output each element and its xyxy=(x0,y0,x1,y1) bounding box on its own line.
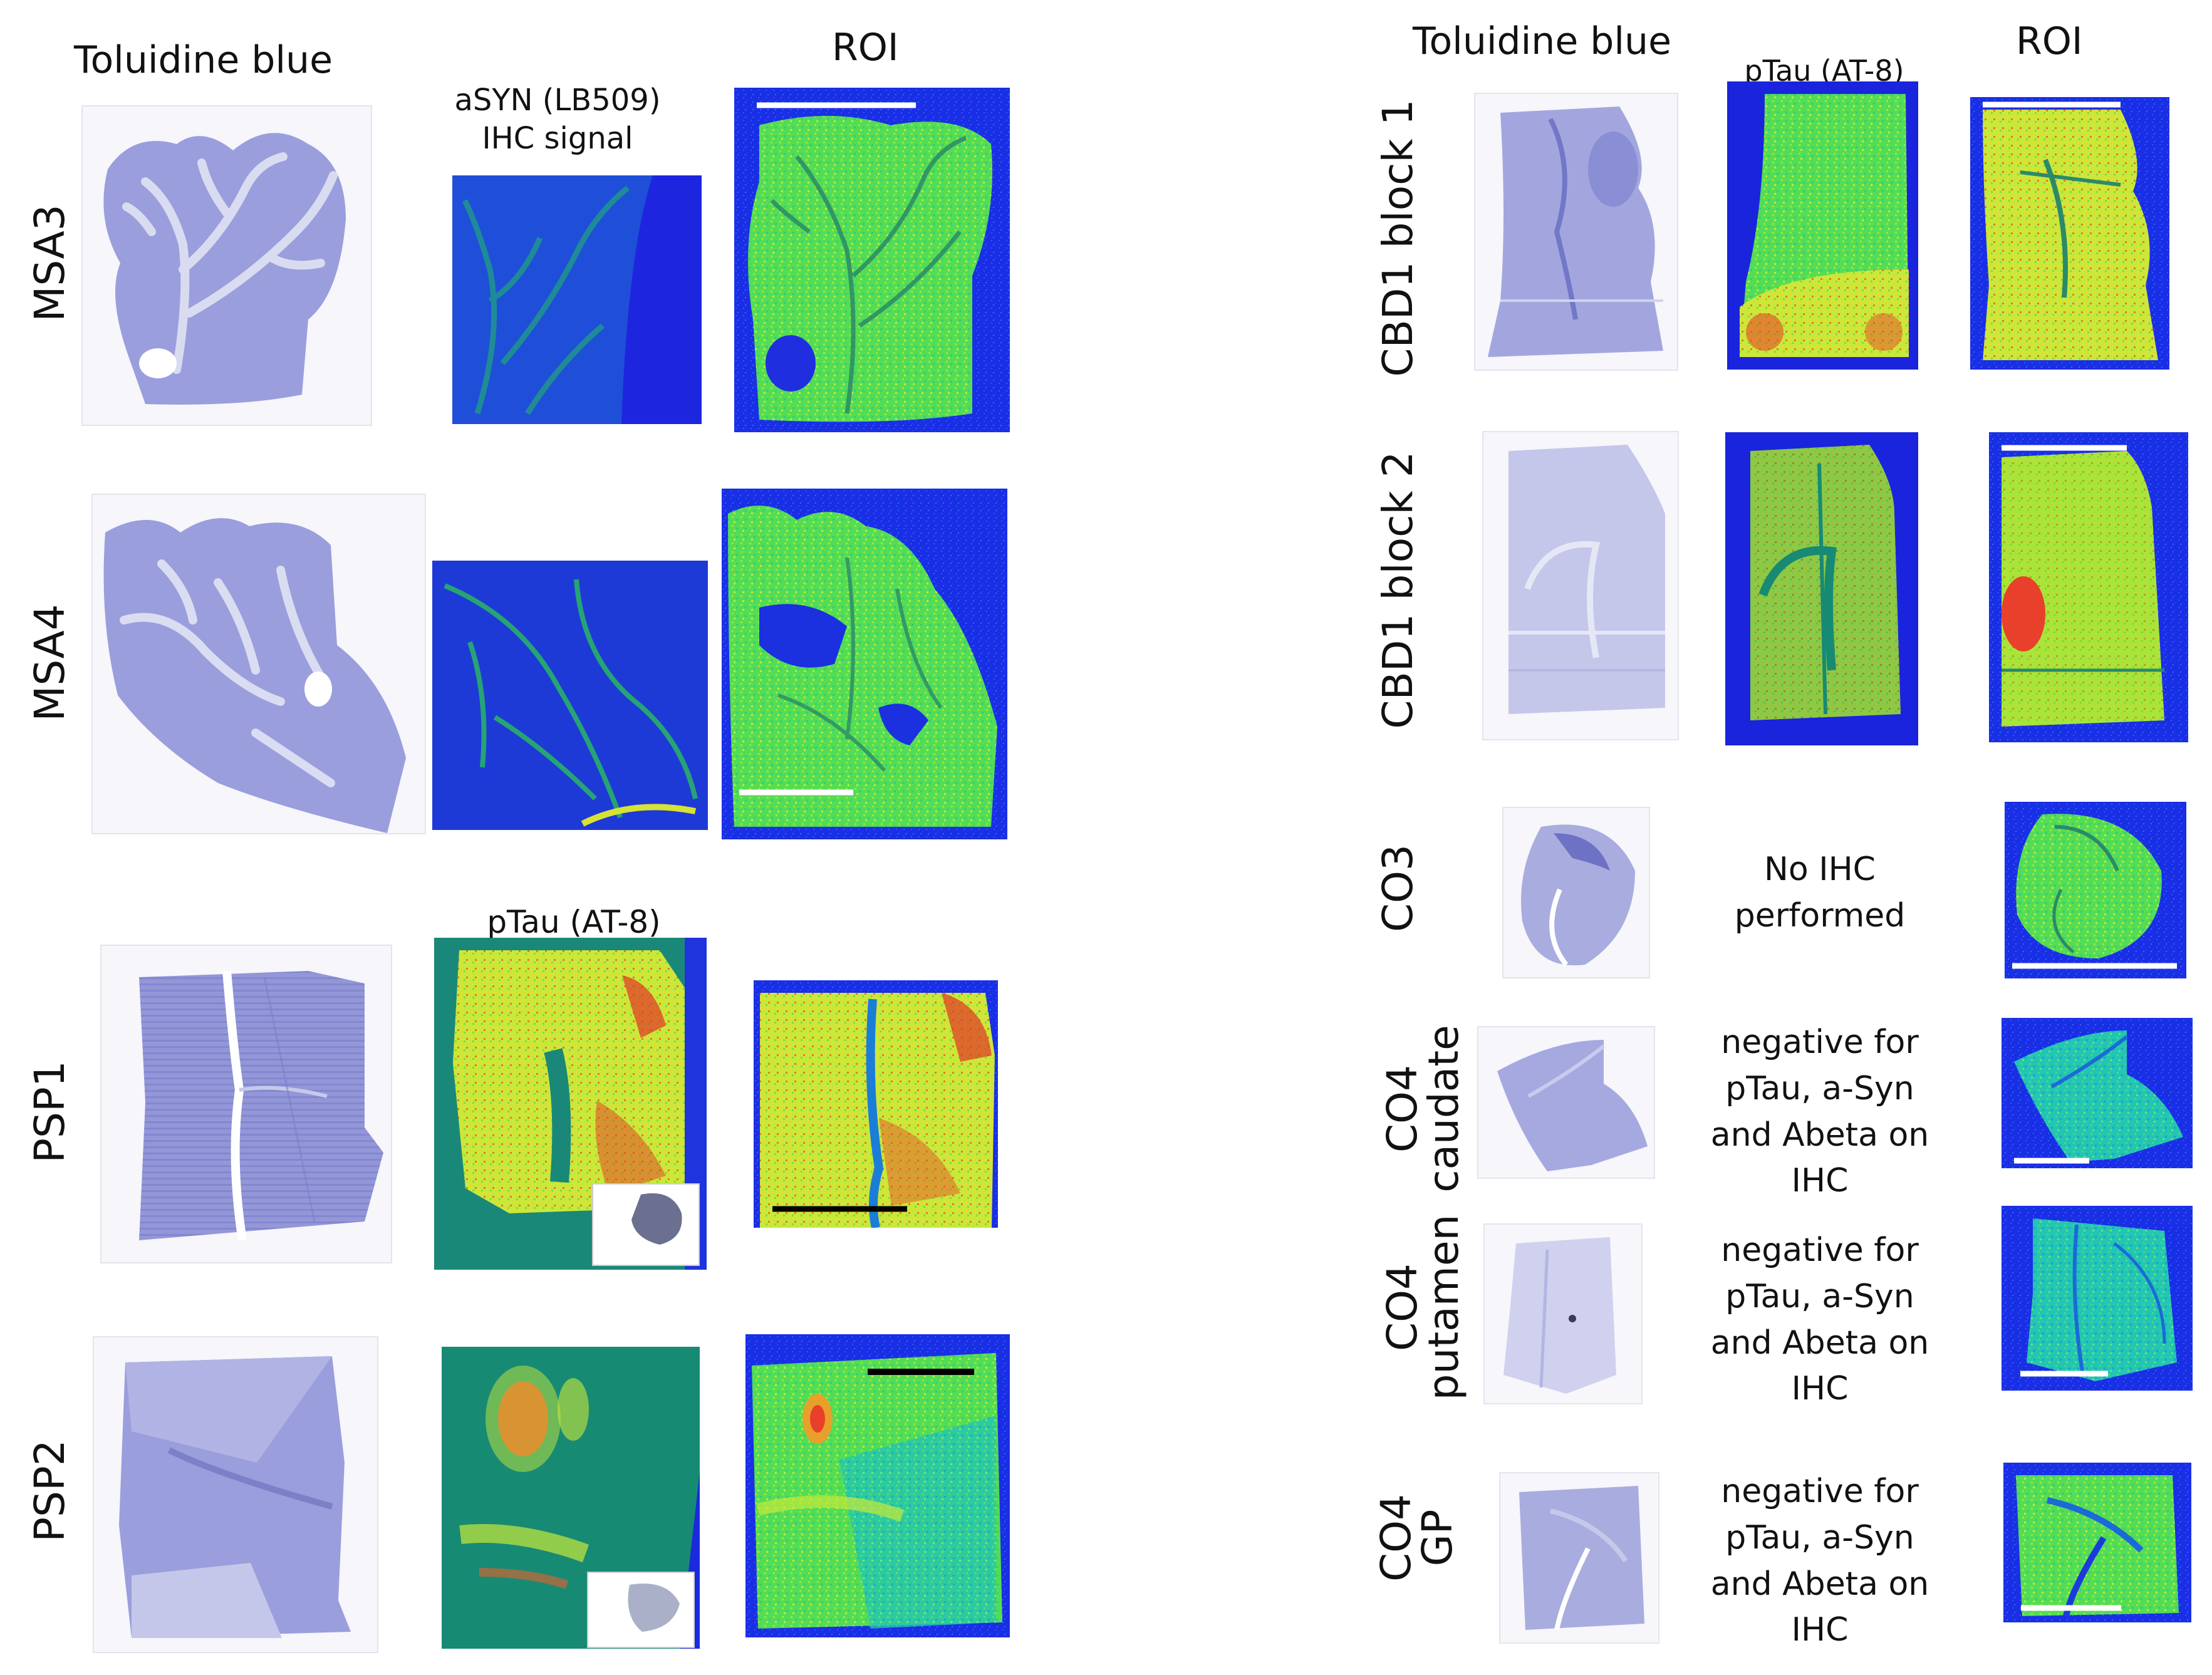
row-label-co3: CO3 xyxy=(1374,844,1422,933)
msa4-toluidine-image xyxy=(93,495,425,833)
left-header-toluidine-blue: Toluidine blue xyxy=(74,38,333,82)
left-header-roi: ROI xyxy=(832,26,899,70)
right-header-roi: ROI xyxy=(2016,19,2083,63)
msa3-roi-heatmap xyxy=(734,88,1010,432)
cbd1-block1-roi-heatmap xyxy=(1970,97,2169,370)
row-label-psp1: PSP1 xyxy=(26,1060,74,1163)
row-label-msa3: MSA3 xyxy=(26,204,74,322)
co4-putamen-toluidine-image xyxy=(1485,1225,1641,1403)
co4-caudate-toluidine-image xyxy=(1478,1027,1654,1178)
msa4-roi-heatmap xyxy=(722,489,1007,839)
psp1-ptau-heatmap xyxy=(434,938,707,1270)
psp2-ptau-heatmap xyxy=(442,1347,700,1649)
row-label-psp2: PSP2 xyxy=(26,1439,74,1542)
co4-gp-note: negative for pTau, a-Syn and Abeta on IH… xyxy=(1710,1473,1929,1649)
row-label-msa4: MSA4 xyxy=(26,604,74,722)
co4-putamen-note: negative for pTau, a-Syn and Abeta on IH… xyxy=(1710,1232,1929,1408)
row-label-co4-putamen: CO4 putamen xyxy=(1378,1214,1468,1401)
psp2-toluidine-image xyxy=(94,1337,377,1652)
cbd1-block2-ptau-heatmap xyxy=(1725,432,1918,745)
row-label-cbd1-block1: CBD1 block 1 xyxy=(1374,99,1422,377)
co4-gp-roi-heatmap xyxy=(2003,1463,2191,1622)
psp2-roi-heatmap xyxy=(745,1334,1010,1637)
cbd1-block1-toluidine-image xyxy=(1475,94,1677,370)
row-label-cbd1-block2: CBD1 block 2 xyxy=(1374,451,1422,729)
row-label-co4-caudate: CO4 caudate xyxy=(1378,1025,1468,1193)
psp1-roi-heatmap xyxy=(754,980,998,1228)
psp1-toluidine-image xyxy=(101,946,391,1262)
left-header-asyn-ihc: aSYN (LB509) IHC signal xyxy=(454,83,661,157)
co4-caudate-note: negative for pTau, a-Syn and Abeta on IH… xyxy=(1710,1024,1929,1200)
row-label-co4-gp: CO4 GP xyxy=(1372,1493,1462,1582)
co3-toluidine-image xyxy=(1503,808,1649,977)
msa4-asyn-heatmap xyxy=(432,561,708,830)
co4-putamen-roi-heatmap xyxy=(2002,1206,2193,1391)
co4-gp-toluidine-image xyxy=(1500,1473,1658,1642)
left-header-ptau: pTau (AT-8) xyxy=(487,904,661,940)
co3-roi-heatmap xyxy=(2005,802,2186,978)
right-header-toluidine-blue: Toluidine blue xyxy=(1413,19,1671,63)
cbd1-block2-roi-heatmap xyxy=(1989,432,2188,742)
co3-note: No IHC performed xyxy=(1734,851,1906,935)
co4-caudate-roi-heatmap xyxy=(2002,1018,2193,1168)
cbd1-block2-toluidine-image xyxy=(1483,432,1678,739)
msa3-asyn-heatmap xyxy=(452,175,702,424)
msa3-toluidine-image xyxy=(83,106,371,425)
cbd1-block1-ptau-heatmap xyxy=(1727,81,1918,370)
